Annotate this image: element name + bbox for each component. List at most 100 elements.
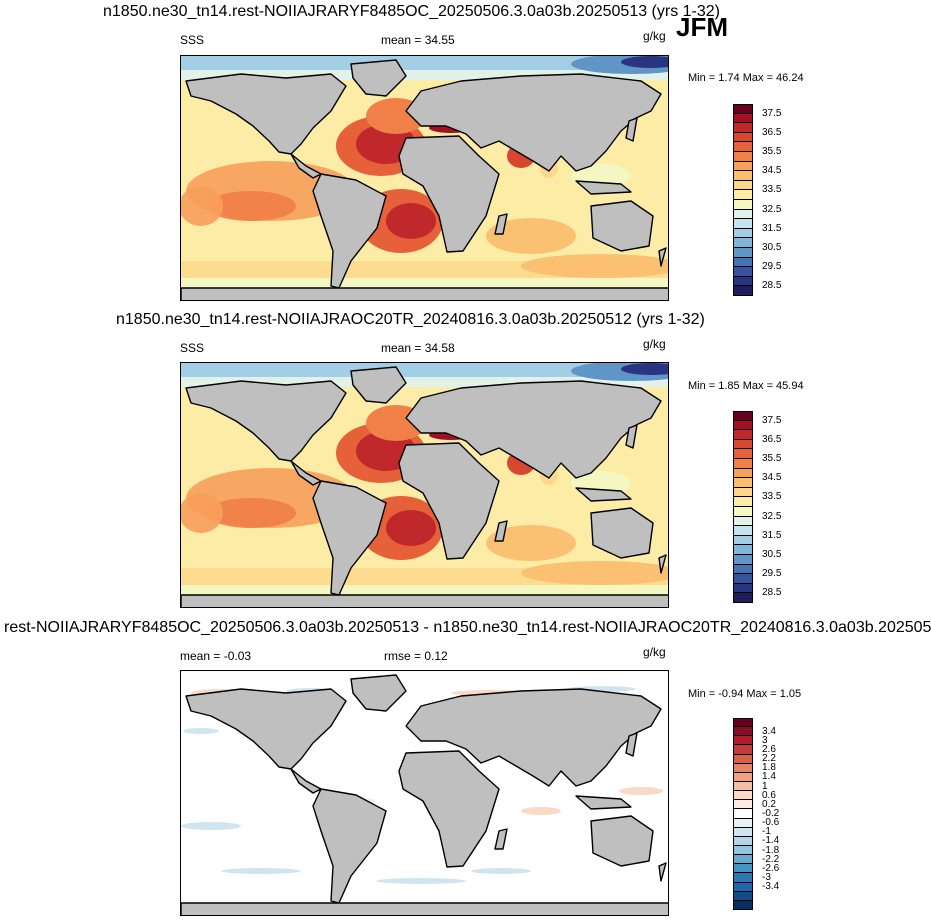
- panel-title: n1850.ne30_tn14.rest-NOIIAJRAOC20TR_2024…: [116, 311, 705, 328]
- colorbar-swatch: [733, 828, 753, 837]
- colorbar-swatch: [733, 782, 753, 791]
- colorbar-swatch: [733, 584, 753, 593]
- colorbar-tick-label: 1: [762, 780, 768, 792]
- colorbar-tick-label: -1: [762, 826, 771, 838]
- colorbar-tick-label: 32.5: [762, 510, 782, 522]
- colorbar-tick-label: 36.5: [762, 433, 782, 445]
- colorbar-swatch: [733, 497, 753, 507]
- colorbar-swatch: [733, 286, 753, 296]
- colorbar-swatch: [733, 133, 753, 142]
- colorbar-swatch: [733, 449, 753, 459]
- colorbar-swatch: [733, 883, 753, 892]
- colorbar-swatch: [733, 718, 753, 727]
- colorbar-swatch: [733, 162, 753, 171]
- rmse-label: rmse = 0.12: [384, 649, 448, 663]
- colorbar-swatch: [733, 545, 753, 555]
- colorbar-swatch: [733, 229, 753, 238]
- colorbar-tick-label: 33.5: [762, 184, 782, 196]
- minmax-label: Min = -0.94 Max = 1.05: [688, 688, 802, 700]
- colorbar-swatch: [733, 104, 753, 114]
- colorbar-swatch: [733, 764, 753, 773]
- colorbar-swatch: [733, 565, 753, 574]
- colorbar-swatch: [733, 142, 753, 152]
- colorbar-tick-label: 36.5: [762, 126, 782, 138]
- colorbar-tick-label: 32.5: [762, 203, 782, 215]
- panel-title: rest-NOIIAJRARYF8485OC_20250506.3.0a03b.…: [4, 619, 931, 636]
- colorbar-swatch: [733, 773, 753, 782]
- colorbar-tick-label: -1.4: [762, 835, 780, 847]
- colorbar-swatch: [733, 819, 753, 828]
- colorbar-tick-label: 34.5: [762, 472, 782, 484]
- colorbar-swatch: [733, 809, 753, 819]
- colorbar-tick-label: 35.5: [762, 146, 782, 157]
- colorbar-tick-label: 35.5: [762, 453, 782, 464]
- colorbar-tick-label: 0.2: [762, 798, 776, 810]
- units-label: g/kg: [643, 337, 666, 351]
- colorbar-tick-label: 2.2: [762, 753, 776, 765]
- season-label: JFM: [676, 12, 728, 42]
- colorbar-swatch: [733, 248, 753, 258]
- colorbar-tick-label: 0.6: [762, 789, 776, 801]
- units-label: g/kg: [643, 29, 666, 43]
- colorbar-tick-label: 31.5: [762, 529, 782, 541]
- colorbar-swatch: [733, 210, 753, 219]
- colorbar-swatch: [733, 469, 753, 478]
- colorbar-swatch: [733, 171, 753, 181]
- colorbar-swatch: [733, 123, 753, 133]
- colorbar-swatch: [733, 267, 753, 277]
- colorbar-tick-label: 3: [762, 734, 768, 746]
- colorbar-swatch: [733, 901, 753, 910]
- colorbar-tick-label: 31.5: [762, 222, 782, 234]
- colorbar-swatch: [733, 421, 753, 430]
- colorbar-swatch: [733, 574, 753, 584]
- colorbar-swatch: [733, 152, 753, 162]
- colorbar-tick-label: 28.5: [762, 280, 782, 292]
- mean-label: mean = 34.58: [381, 341, 455, 355]
- colorbar-swatch: [733, 536, 753, 545]
- colorbar-swatch: [733, 488, 753, 497]
- colorbar-tick-label: -3.4: [762, 881, 780, 893]
- diff-mean-label: mean = -0.03: [180, 649, 252, 663]
- colorbar-swatch: [733, 277, 753, 286]
- colorbar-swatch: [733, 791, 753, 800]
- colorbar-swatch: [733, 507, 753, 517]
- minmax-label: Min = 1.85 Max = 45.94: [688, 380, 804, 392]
- mean-label: mean = 34.55: [381, 33, 455, 47]
- colorbar-swatch: [733, 517, 753, 526]
- colorbar-tick-label: 3.4: [762, 725, 776, 737]
- colorbar-swatch: [733, 864, 753, 873]
- colorbar-swatch: [733, 190, 753, 200]
- colorbar-tick-label: 29.5: [762, 568, 782, 580]
- colorbar-swatch: [733, 258, 753, 267]
- colorbar-swatch: [733, 846, 753, 855]
- colorbar-swatch: [733, 114, 753, 123]
- minmax-label: Min = 1.74 Max = 46.24: [688, 72, 804, 84]
- colorbar-swatch: [733, 736, 753, 745]
- colorbar-tick-label: 1.8: [762, 762, 776, 774]
- colorbar-tick-label: 2.6: [762, 744, 776, 755]
- units-label: g/kg: [643, 645, 666, 659]
- colorbar-tick-label: 37.5: [762, 107, 782, 119]
- colorbar-tick-label: 28.5: [762, 587, 782, 599]
- variable-label: SSS: [180, 341, 205, 355]
- colorbar-swatch: [733, 440, 753, 449]
- colorbar-swatch: [733, 219, 753, 229]
- colorbar-tick-label: -0.2: [762, 808, 780, 819]
- colorbar-swatch: [733, 855, 753, 864]
- colorbar-swatch: [733, 430, 753, 440]
- colorbar-tick-label: 34.5: [762, 165, 782, 177]
- colorbar-swatch: [733, 478, 753, 488]
- panel-title: n1850.ne30_tn14.rest-NOIIAJRARYF8485OC_2…: [103, 3, 721, 20]
- colorbar-swatch: [733, 727, 753, 736]
- colorbar-swatch: [733, 459, 753, 469]
- colorbar-tick-label: -2.2: [762, 853, 780, 865]
- colorbar-swatch: [733, 593, 753, 603]
- diff-map: [180, 670, 669, 916]
- colorbar-swatch: [733, 873, 753, 883]
- colorbar: [733, 718, 753, 910]
- colorbar-tick-label: 1.4: [762, 771, 776, 783]
- colorbar-swatch: [733, 526, 753, 536]
- colorbar-tick-label: -2.6: [762, 862, 780, 874]
- colorbar-tick-label: 33.5: [762, 491, 782, 503]
- colorbar-swatch: [733, 837, 753, 846]
